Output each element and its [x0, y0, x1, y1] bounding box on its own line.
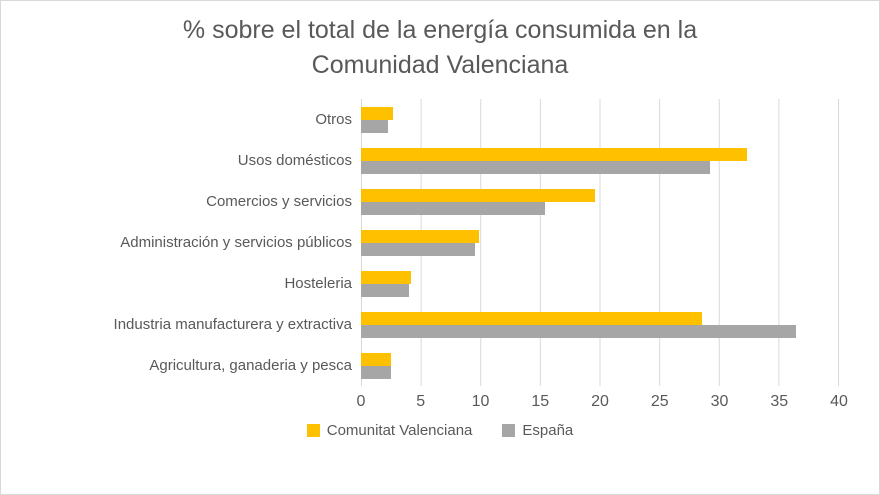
bar-group	[361, 263, 839, 304]
bar-comunitat-valenciana	[361, 352, 391, 366]
category-label: Administración y servicios públicos	[120, 234, 352, 251]
x-tick-label: 35	[770, 393, 789, 410]
bar-espana	[361, 324, 797, 338]
bar-comunitat-valenciana	[361, 106, 394, 120]
chart-title-line-2: Comunidad Valenciana	[311, 51, 569, 79]
x-tick-label: 10	[471, 393, 490, 410]
bar-comunitat-valenciana	[361, 311, 703, 325]
bar-group	[361, 181, 839, 222]
x-axis-spacer	[1, 386, 361, 418]
x-tick-label: 5	[416, 393, 426, 410]
x-tick-label: 25	[650, 393, 669, 410]
bar-group	[361, 304, 839, 345]
legend: Comunitat Valenciana España	[1, 422, 879, 439]
category-label: Industria manufacturera y extractiva	[113, 316, 352, 333]
bar-comunitat-valenciana	[361, 229, 480, 243]
category-label: Agricultura, ganaderia y pesca	[149, 357, 352, 374]
bar-espana	[361, 365, 391, 379]
bar-group	[361, 345, 839, 386]
plot-area: Otros Usos domésticos Comercios y servicio…	[1, 99, 839, 386]
bar-comunitat-valenciana	[361, 270, 412, 284]
bar-espana	[361, 283, 409, 297]
category-label: Hosteleria	[284, 275, 352, 292]
legend-label-espana: España	[522, 422, 574, 439]
x-tick-label: 20	[591, 393, 609, 410]
legend-swatch-espana	[502, 424, 516, 437]
legend-item-comunitat-valenciana: Comunitat Valenciana	[306, 422, 473, 439]
chart-title-line-1: % sobre el total de la energía consumida…	[182, 16, 698, 44]
legend-label-comunitat-valenciana: Comunitat Valenciana	[326, 422, 473, 439]
legend-item-espana: España	[502, 422, 573, 439]
bar-espana	[361, 201, 545, 215]
bar-comunitat-valenciana	[361, 188, 595, 202]
legend-swatch-comunitat-valenciana	[306, 424, 320, 437]
chart-title: % sobre el total de la energía consumida…	[1, 13, 879, 83]
category-label: Otros	[315, 111, 352, 128]
x-tick-label: 30	[710, 393, 729, 410]
bar-comunitat-valenciana	[361, 147, 748, 161]
x-tick-label: 0	[356, 393, 366, 410]
bar-espana	[361, 242, 476, 256]
x-axis-row: 0 5 10 15 20 25 30 35 40	[1, 386, 848, 418]
x-tick-label: 15	[531, 393, 550, 410]
x-tick-label: 40	[830, 393, 848, 410]
category-label: Usos domésticos	[237, 152, 352, 169]
category-label: Comercios y servicios	[206, 193, 352, 210]
bar-espana	[361, 160, 711, 174]
bar-group	[361, 140, 839, 181]
bar-group	[361, 99, 839, 140]
bar-group	[361, 222, 839, 263]
x-axis: 0 5 10 15 20 25 30 35 40	[357, 386, 848, 418]
bar-espana	[361, 119, 389, 133]
